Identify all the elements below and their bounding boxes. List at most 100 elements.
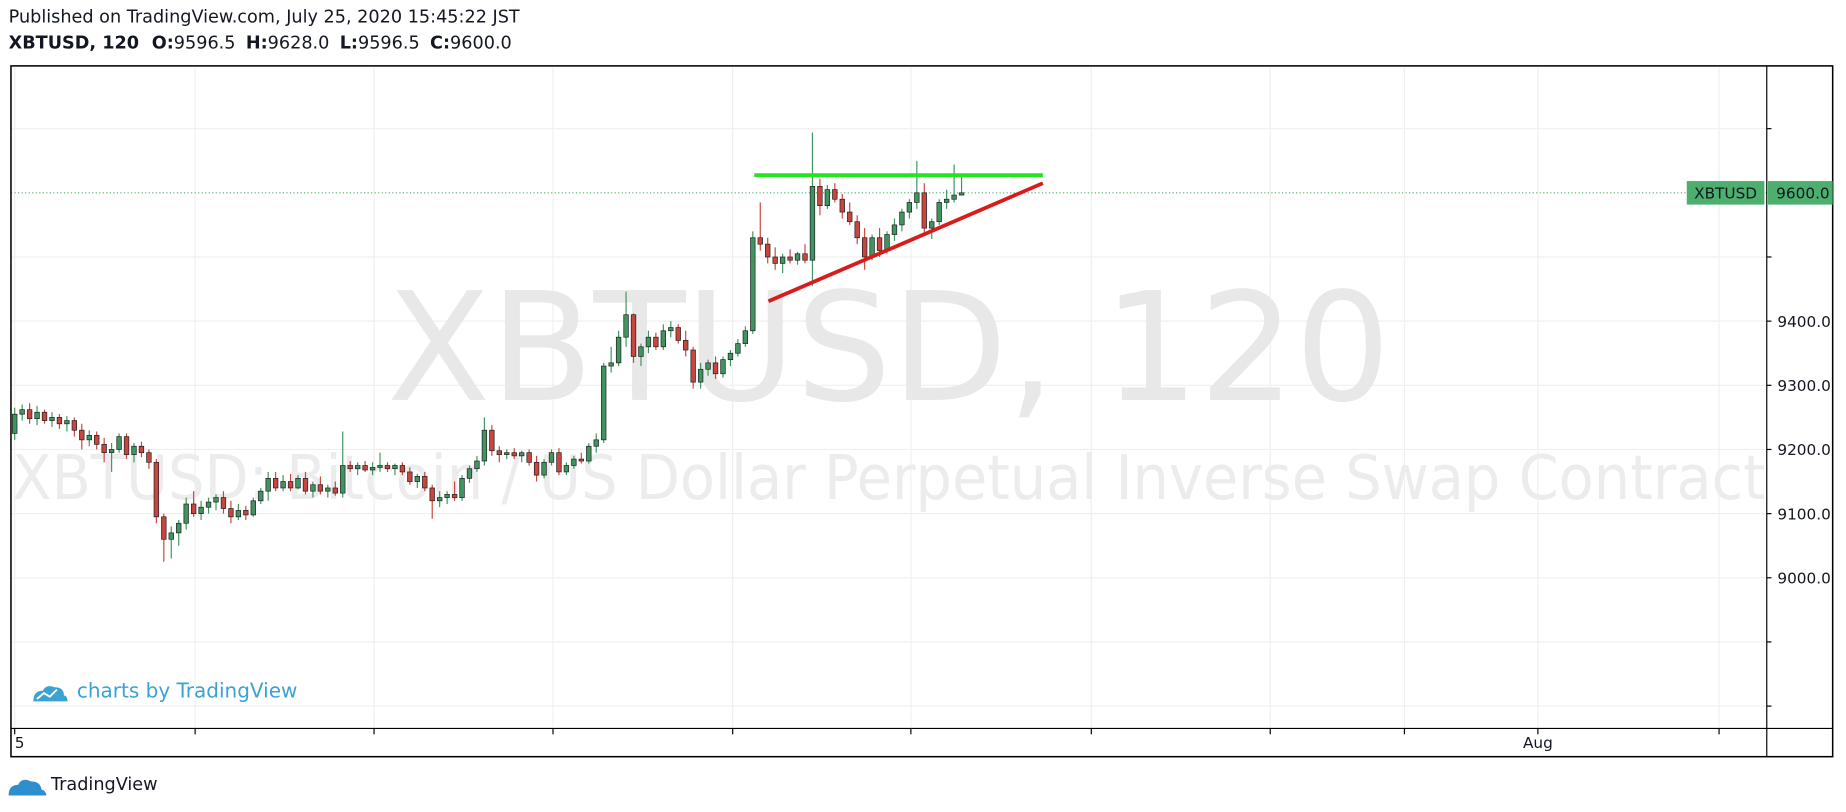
candle [190,491,197,517]
candle [451,481,458,501]
candle [809,132,816,286]
candle [630,313,637,363]
candle [891,218,898,241]
candle-body [190,503,197,514]
candle-body [645,336,652,348]
candle-body [511,452,517,457]
x-tick-label: 5 [15,734,25,752]
candle [161,513,167,562]
watermark-symbol: XBTUSD, 120 [387,260,1391,436]
candle-body [668,327,674,332]
candle-body [750,237,756,332]
candle-body [56,417,63,425]
candle [705,359,711,376]
candle-body [675,327,681,341]
ohlc-key: O: [152,34,174,54]
candle [265,471,271,501]
candle-body [772,256,778,264]
candle-body [116,436,122,450]
ohlc-value: 9596.5 [358,34,420,54]
candle [899,208,905,232]
candle-body [243,510,249,516]
candle-body [332,487,338,494]
candle-body [280,481,286,489]
candle-body [489,429,495,452]
symbol-interval: XBTUSD, 120 [9,34,139,54]
candle [71,417,78,437]
candle-body [451,494,458,498]
candle [824,185,831,209]
candle [153,459,160,524]
candle [317,476,324,495]
candle [116,433,122,453]
candle-body [123,436,130,455]
footer-logo-text: TradingView [50,775,158,795]
candle-body [422,476,428,489]
candle-body [295,477,301,489]
candle-body [131,445,137,455]
candle [414,473,420,488]
candle-body [34,411,40,420]
candle [384,462,391,472]
branding-text: charts by TradingView [77,678,298,702]
candle-body [623,314,629,338]
footer-logo-icon [8,779,47,796]
candle [437,491,443,508]
footer-logo: TradingView [8,775,158,796]
y-tick-label: 9100.0 [1777,505,1830,523]
candle-body [526,452,532,463]
symbol-label-box [1686,181,1765,205]
candle [936,199,942,225]
watermark: XBTUSD, 120 XBTUSD: Bitcoin / US Dollar … [12,260,1765,514]
candle-body [64,420,70,425]
branding-logo [33,686,68,702]
candle [511,448,517,460]
candle-body [272,477,279,489]
candle-body [906,202,913,213]
candle-body [809,186,816,261]
branding-logo-line [36,688,58,700]
candle-body [765,243,771,258]
candle-body [213,497,219,503]
ohlc-value: 9628.0 [268,34,330,54]
y-tick-label: 9200.0 [1777,441,1830,459]
candle [123,433,130,460]
ohlc-key: C: [430,34,450,54]
candle [683,330,689,357]
candle [720,356,726,378]
candle [690,346,696,389]
candle-body [235,510,242,518]
trend-line [767,181,1044,303]
candle-body [943,198,950,203]
candle [623,291,629,347]
candle [832,183,838,203]
candle-body [265,477,271,492]
y-tick-label: 9000.0 [1777,569,1830,587]
candle [653,332,659,351]
candle-body [533,461,540,476]
candle [354,462,361,476]
candle-body [325,487,331,492]
candle [943,189,950,209]
candle [817,178,823,216]
candle-body [794,253,801,261]
candle [19,404,25,421]
candle [921,183,927,235]
candle [56,414,63,429]
candle [79,423,85,450]
candle-body [712,362,719,375]
candle [802,244,808,264]
candle-body [108,449,115,454]
candle-body [26,409,33,420]
candle-body [481,429,488,462]
candle-body [347,465,353,470]
candle-body [705,362,711,370]
candle-body [683,340,689,351]
candle-body [79,429,85,441]
candle [399,462,406,476]
candle [369,462,376,476]
candle [108,443,115,472]
candle [287,473,294,492]
candle-body [690,349,696,383]
